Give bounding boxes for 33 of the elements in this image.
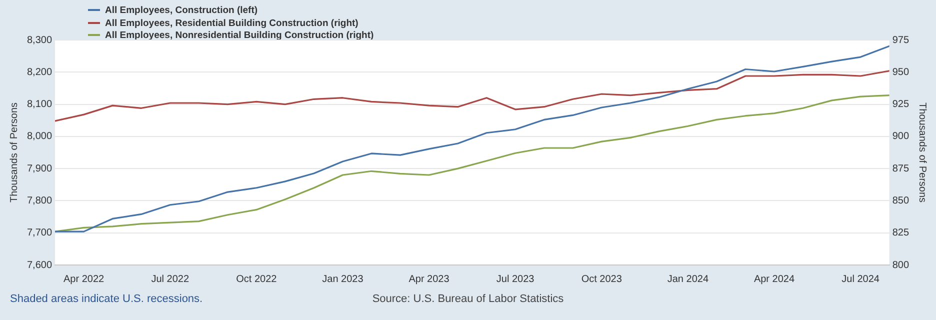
y2-tick-label: 875: [892, 163, 910, 174]
y2-tick-label: 975: [892, 34, 910, 46]
x-tick-label: Apr 2022: [63, 274, 105, 285]
y-tick-label: 8,200: [26, 66, 52, 78]
x-tick-label: Jan 2024: [667, 274, 709, 285]
x-tick-label: Apr 2023: [408, 274, 450, 285]
x-tick-label: Jan 2023: [322, 274, 364, 285]
y-tick-label: 7,600: [26, 260, 52, 271]
y2-tick-label: 850: [892, 195, 910, 206]
y-tick-label: 8,100: [26, 99, 52, 110]
text: Shaded areas indicate U.S. recessions.: [10, 293, 203, 305]
source-note: Source: U.S. Bureau of Labor Statistics: [372, 293, 564, 305]
y2-tick-label: 800: [892, 260, 910, 271]
x-tick-label: Jul 2023: [496, 274, 535, 285]
y2-axis-title: Thousands of Persons: [916, 102, 928, 203]
y-tick-label: 8,000: [26, 131, 52, 142]
y-tick-label: 7,900: [26, 163, 52, 174]
legend-label: All Employees, Residential Building Construction (right): [105, 18, 358, 28]
legend-label: All Employees, Nonresidential Building Construction (right): [105, 30, 374, 41]
y-tick-label: 8,300: [26, 34, 52, 46]
y2-tick-label: 900: [892, 131, 910, 142]
y-axis-title: Thousands of Persons: [8, 102, 20, 203]
y2-tick-label: 825: [892, 228, 910, 239]
x-tick-label: Oct 2023: [581, 274, 622, 285]
x-tick-label: Oct 2022: [236, 274, 278, 285]
x-tick-label: Jul 2024: [842, 274, 880, 285]
y-tick-label: 7,800: [26, 195, 52, 206]
y2-tick-label: 950: [892, 66, 910, 78]
y2-tick-label: 925: [892, 99, 910, 110]
x-tick-label: Apr 2024: [754, 274, 795, 285]
y-tick-label: 7,700: [26, 228, 52, 239]
x-tick-label: Jul 2022: [151, 274, 190, 285]
legend-label: All Employees, Construction (left): [105, 5, 258, 16]
